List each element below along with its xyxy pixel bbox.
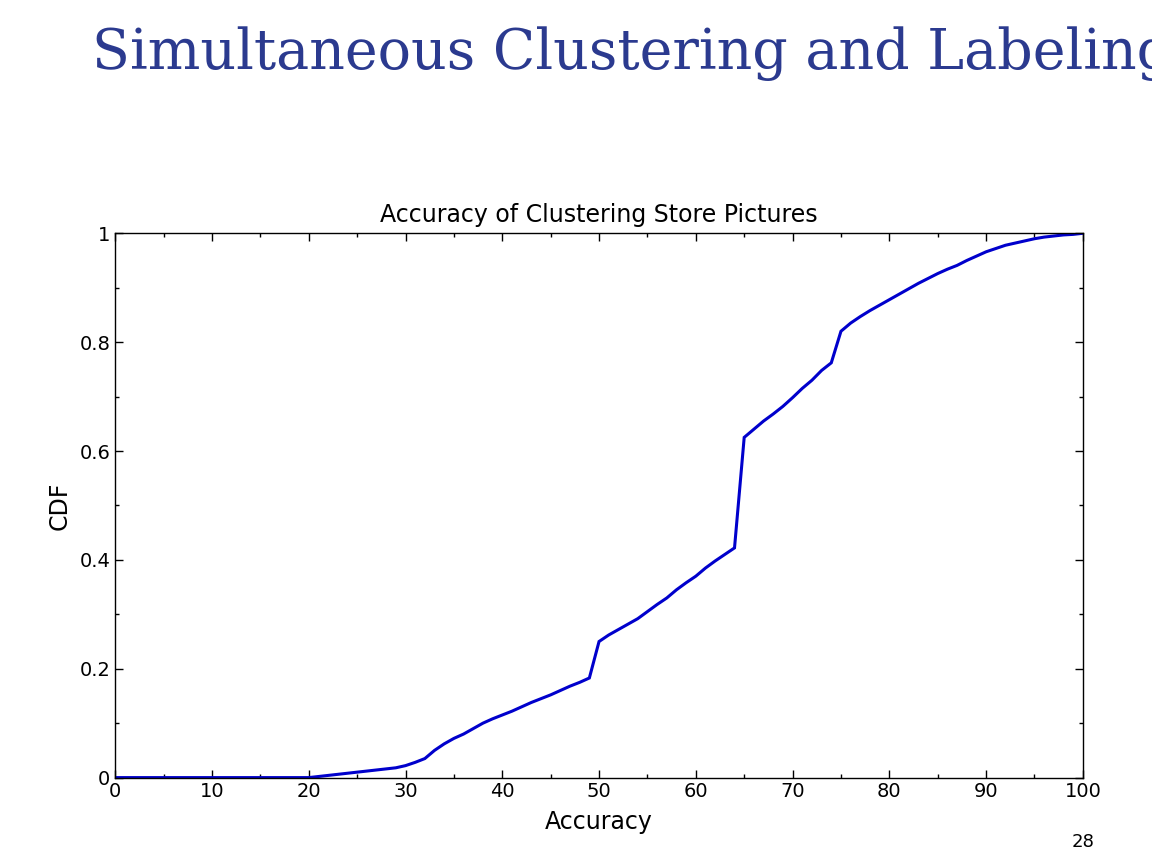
- Text: 28: 28: [1071, 833, 1094, 851]
- X-axis label: Accuracy: Accuracy: [545, 810, 653, 834]
- Y-axis label: CDF: CDF: [47, 481, 71, 530]
- Title: Accuracy of Clustering Store Pictures: Accuracy of Clustering Store Pictures: [380, 203, 818, 227]
- Text: Simultaneous Clustering and Labeling: Simultaneous Clustering and Labeling: [92, 26, 1152, 80]
